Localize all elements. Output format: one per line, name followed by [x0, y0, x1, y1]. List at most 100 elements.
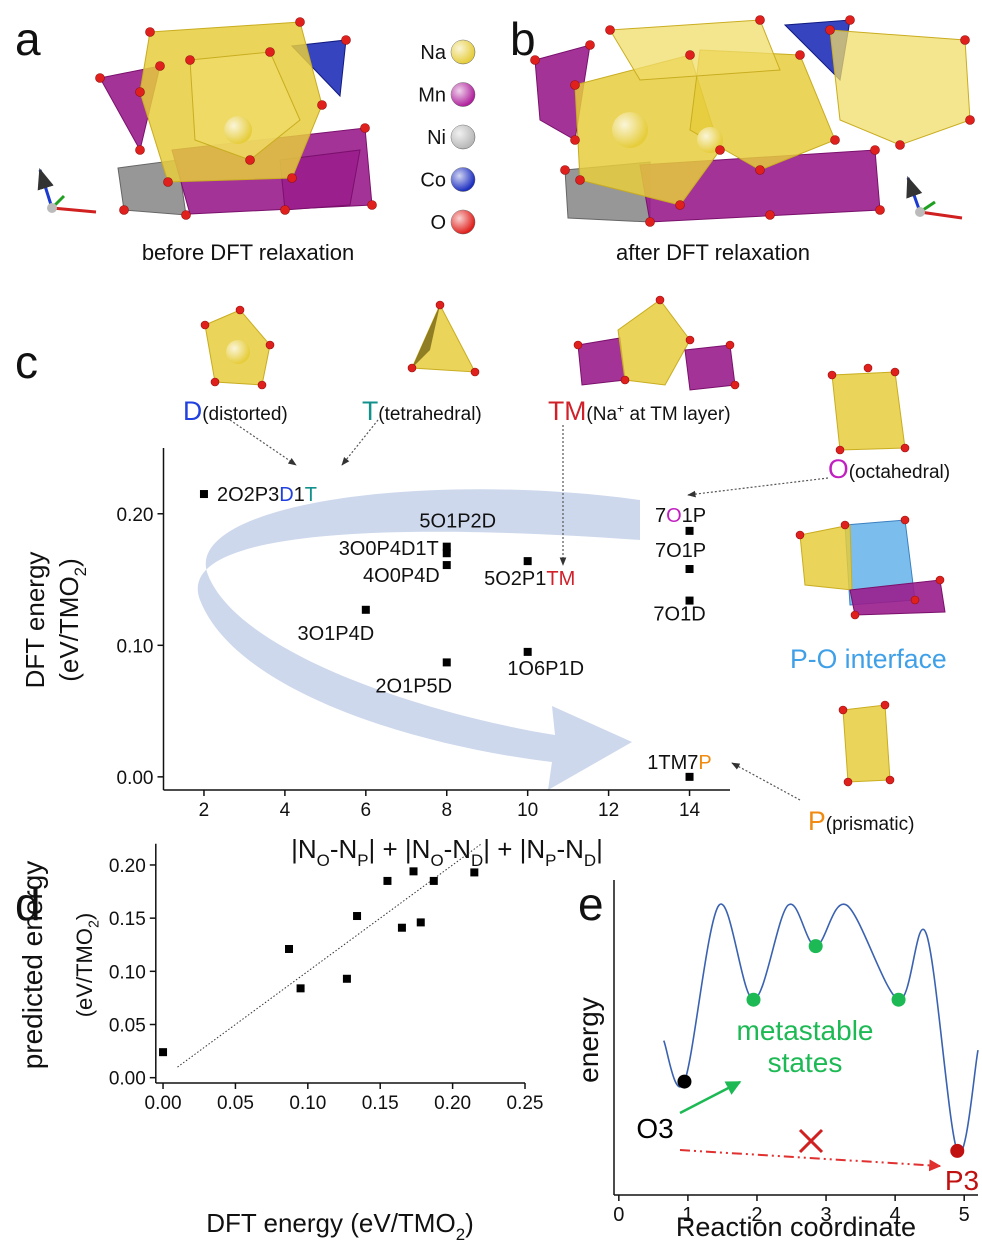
- text-part: 2: [456, 1225, 465, 1244]
- x-tick-label: 0.20: [434, 1093, 471, 1114]
- y-tick-label: 0.10: [109, 962, 146, 983]
- point-label: 7O1P: [655, 505, 706, 527]
- note: states: [768, 1047, 843, 1078]
- state-marker: [892, 993, 906, 1007]
- x-tick-label: 10: [517, 800, 538, 821]
- text-part: 4O0P4D: [363, 565, 440, 587]
- figure: a before DFT relaxation b after DFT rela…: [0, 0, 982, 1247]
- x-tick-label: 6: [361, 800, 372, 821]
- text-part: 2: [87, 920, 103, 928]
- x-tick-label: 0.15: [362, 1093, 399, 1114]
- point: [297, 984, 305, 992]
- x-tick-label: 2: [199, 800, 210, 821]
- y-tick-label: 0.15: [109, 909, 146, 930]
- legend-shine: [451, 210, 475, 234]
- point: [353, 912, 361, 920]
- text-part: 7: [655, 505, 666, 527]
- annotation: P(prismatic): [808, 806, 914, 836]
- caption: before DFT relaxation: [142, 240, 354, 265]
- point: [159, 1048, 167, 1056]
- point: [417, 918, 425, 926]
- legend-label: Ni: [427, 127, 446, 149]
- text-part: P: [698, 752, 711, 774]
- text-part: energy: [573, 997, 604, 1083]
- panel-letter: c: [15, 336, 38, 388]
- page: a before DFT relaxation b after DFT rela…: [0, 0, 982, 1247]
- point: [200, 490, 208, 498]
- text-part: DFT energy (eV/TMO: [206, 1208, 455, 1238]
- text-part: TM: [546, 568, 575, 590]
- x-tick-label: 5: [959, 1204, 970, 1226]
- structure-after: [531, 16, 975, 227]
- point: [443, 658, 451, 666]
- note: metastable: [737, 1015, 874, 1046]
- text-part: |: [596, 834, 603, 864]
- annotation: T(tetrahedral): [362, 396, 482, 426]
- point: [398, 924, 406, 932]
- point: [524, 648, 532, 656]
- x-axis-title: DFT energy (eV/TMO2): [206, 1208, 474, 1244]
- text-part: 5O1P2D: [419, 511, 496, 533]
- x-tick-label: 12: [598, 800, 619, 821]
- point: [686, 565, 694, 573]
- legend-label: Mn: [418, 85, 446, 107]
- text-part: 3O0P4D1T: [339, 538, 439, 560]
- text-part: T: [362, 396, 378, 426]
- legend-label: Na: [420, 42, 446, 64]
- text-part: 1: [294, 484, 305, 506]
- pointers: [198, 420, 828, 800]
- y-tick-label: 0.00: [117, 768, 154, 789]
- x-tick-label: 0.10: [289, 1093, 326, 1114]
- state-marker: [950, 1144, 964, 1158]
- text-part: 5O2P1: [484, 568, 546, 590]
- text-part: T: [305, 484, 317, 506]
- point: [524, 557, 532, 565]
- point-label: 4O0P4D: [363, 565, 440, 587]
- point: [443, 561, 451, 569]
- panel-letter: b: [510, 13, 536, 65]
- point: [686, 773, 694, 781]
- y-tick-label: 0.20: [109, 856, 146, 877]
- text-part: 3O1P4D: [297, 623, 374, 645]
- x-tick-label: 0.25: [507, 1093, 544, 1114]
- x-tick-label: 8: [441, 800, 452, 821]
- point: [362, 606, 370, 614]
- text-part: at TM layer): [624, 404, 730, 425]
- state-marker: [677, 1075, 691, 1089]
- point-label: 5O1P2D: [419, 511, 496, 533]
- text-part: -N: [444, 834, 471, 864]
- text-part: P: [357, 851, 368, 870]
- text-part: (eV/TMO: [72, 928, 97, 1017]
- text-part: DFT energy: [20, 552, 50, 689]
- text-part: |N: [291, 834, 317, 864]
- y-axis-title: DFT energy: [20, 552, 50, 689]
- text-part: D: [279, 484, 293, 506]
- annotation: P-O interface: [790, 644, 947, 674]
- text-part: (eV/TMO: [54, 576, 84, 681]
- x-tick-label: 14: [679, 800, 701, 821]
- text-part: D: [183, 396, 202, 426]
- note: P3: [945, 1165, 979, 1196]
- text-part: 1P: [682, 505, 706, 527]
- point-label: 1TM7P: [647, 752, 711, 774]
- text-part: P: [808, 806, 826, 836]
- structure-icons: [201, 296, 945, 786]
- text-part: 1TM7: [647, 752, 698, 774]
- y-tick-label: 0.05: [109, 1016, 146, 1037]
- point: [443, 549, 451, 557]
- text-part: +: [617, 401, 624, 415]
- text-part: (distorted): [202, 404, 288, 425]
- structure-before: [40, 18, 377, 220]
- text-part: ): [72, 913, 97, 920]
- legend-shine: [451, 125, 475, 149]
- legend-shine: [451, 83, 475, 107]
- x-tick-label: 4: [280, 800, 291, 821]
- text-part: 2: [71, 567, 90, 576]
- text-part: ): [465, 1208, 474, 1238]
- point-label: 1O6P1D: [507, 658, 584, 680]
- text-part: 7O1P: [655, 540, 706, 562]
- text-part: (prismatic): [826, 814, 915, 835]
- text-part: (tetrahedral): [378, 404, 482, 425]
- text-part: | + |N: [483, 834, 545, 864]
- point-label: 2O1P5D: [375, 675, 452, 697]
